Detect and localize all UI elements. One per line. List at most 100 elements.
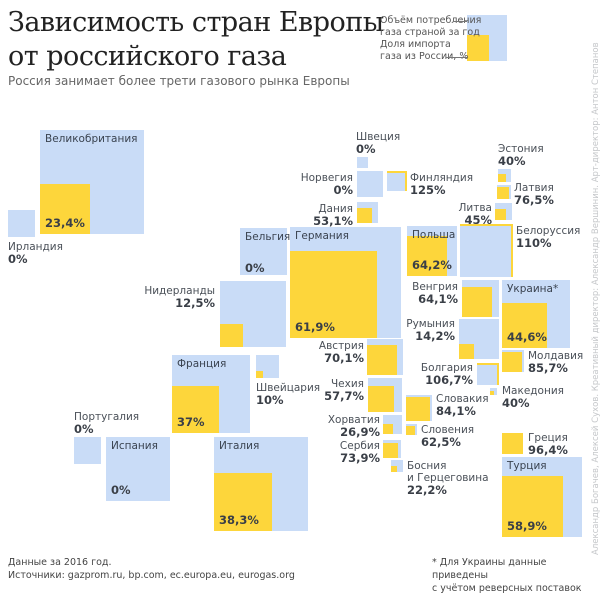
country-label: Словения 62,5% (421, 424, 474, 449)
country-name: Украина* (507, 283, 559, 295)
country-name: Испания (111, 440, 158, 452)
import-share-square (502, 352, 522, 372)
country-label: Швейцария 10% (256, 382, 320, 407)
import-share-value: 96,4% (528, 443, 568, 457)
import-share-value: 73,9% (340, 451, 380, 465)
import-share-square (459, 344, 474, 359)
country-name: Латвия (514, 182, 554, 194)
import-share-square (383, 443, 398, 458)
import-share-value: 12,5% (175, 296, 215, 310)
import-share-value: 37% (177, 415, 205, 429)
country-name: Франция (177, 358, 227, 370)
import-share-value: 38,3% (219, 513, 259, 527)
import-share-square (256, 371, 263, 378)
import-share-value: 53,1% (313, 214, 353, 228)
import-share-value: 40% (498, 154, 526, 168)
import-share-value: 106,7% (425, 373, 473, 387)
import-share-value: 125% (410, 183, 446, 197)
country-name: Македония (502, 385, 564, 397)
country-name: Хорватия (327, 414, 380, 426)
country-name: Бельгия (245, 231, 291, 243)
country-name: Молдавия (528, 350, 584, 362)
import-share-value: 64,1% (418, 292, 458, 306)
import-share-value: 64,2% (412, 258, 452, 272)
import-share-value: 84,1% (436, 404, 476, 418)
country-label: Дания 53,1% (313, 203, 353, 228)
import-share-square (497, 187, 509, 199)
legend-line (453, 21, 467, 22)
country-label: Белоруссия 110% (516, 225, 580, 250)
country-name: Великобритания (45, 133, 138, 145)
title-line-2: от российского газа (8, 41, 287, 72)
import-share-square (406, 397, 430, 421)
country-name: Румыния (406, 318, 455, 330)
footnote-line-2: с учётом реверсных поставок (432, 583, 582, 594)
import-share-value: 110% (516, 236, 552, 250)
country-name: Эстония (498, 143, 544, 155)
import-share-square (502, 303, 547, 348)
import-share-value: 10% (256, 393, 284, 407)
import-share-value: 61,9% (295, 320, 335, 334)
import-share-value: 22,2% (407, 483, 447, 497)
country-name: Турция (507, 460, 547, 472)
country-name: Швеция (356, 131, 401, 143)
import-share-value: 0% (333, 183, 353, 197)
import-share-square (490, 391, 494, 395)
import-share-square (495, 209, 506, 220)
import-share-square (172, 386, 219, 433)
title-line-1: Зависимость стран Европы (8, 7, 384, 38)
consumption-square (357, 157, 368, 168)
import-share-value: 45% (464, 213, 492, 227)
footer-notes: Данные за 2016 год. Источники: gazprom.r… (8, 556, 295, 582)
import-share-square (502, 433, 523, 454)
country-label: Латвия 76,5% (514, 182, 554, 207)
import-share-value: 0% (8, 252, 28, 266)
country-label: Португалия 0% (74, 411, 139, 436)
import-share-value: 57,7% (324, 389, 364, 403)
country-name: Венгрия (412, 281, 458, 293)
country-label: Румыния 14,2% (406, 318, 455, 343)
consumption-square (8, 210, 35, 237)
country-label: Сербия 73,9% (340, 440, 380, 465)
import-share-square (290, 251, 377, 338)
country-label: Эстония 40% (498, 143, 544, 168)
import-share-value: 40% (502, 396, 530, 410)
country-label: Финляндия 125% (410, 172, 473, 197)
consumption-square (357, 171, 383, 197)
import-share-square (383, 424, 393, 434)
import-share-value: 23,4% (45, 216, 85, 230)
country-name: Словения (421, 424, 475, 436)
import-share-square (502, 476, 563, 537)
country-label: Словакия 84,1% (436, 393, 489, 418)
consumption-square (460, 224, 513, 277)
import-share-square (462, 287, 492, 317)
country-label: Босния и Герцеговина 22,2% (407, 460, 489, 497)
country-name: Польша (412, 229, 456, 241)
import-share-value: 76,5% (514, 193, 554, 207)
country-name: Чехия (330, 378, 364, 390)
country-name: Германия (295, 230, 349, 242)
credits: Александр Богачев, Алексей Сухов. Креати… (591, 42, 601, 555)
import-share-square (498, 174, 506, 182)
import-share-value: 0% (245, 261, 265, 275)
country-name: Литва (458, 202, 492, 214)
footnote: * Для Украины данные приведены с учётом … (432, 556, 604, 595)
import-share-value: 0% (111, 483, 131, 497)
legend-line (446, 57, 467, 58)
country-name: Дания (318, 203, 353, 215)
country-label: Македония 40% (502, 385, 564, 410)
import-share-square (391, 466, 397, 472)
country-label: Ирландия 0% (8, 241, 63, 266)
import-share-value: 62,5% (421, 435, 461, 449)
import-share-square (406, 426, 415, 435)
consumption-square (240, 228, 287, 275)
country-label: Австрия 70,1% (319, 340, 364, 365)
country-label: Молдавия 85,7% (528, 350, 583, 375)
import-share-square (368, 386, 394, 412)
import-share-value: 14,2% (415, 329, 455, 343)
country-name: Словакия (436, 393, 489, 405)
consumption-square (477, 363, 499, 385)
import-share-square (220, 324, 243, 347)
country-label: Венгрия 64,1% (412, 281, 458, 306)
country-name: Нидерланды (144, 285, 215, 297)
